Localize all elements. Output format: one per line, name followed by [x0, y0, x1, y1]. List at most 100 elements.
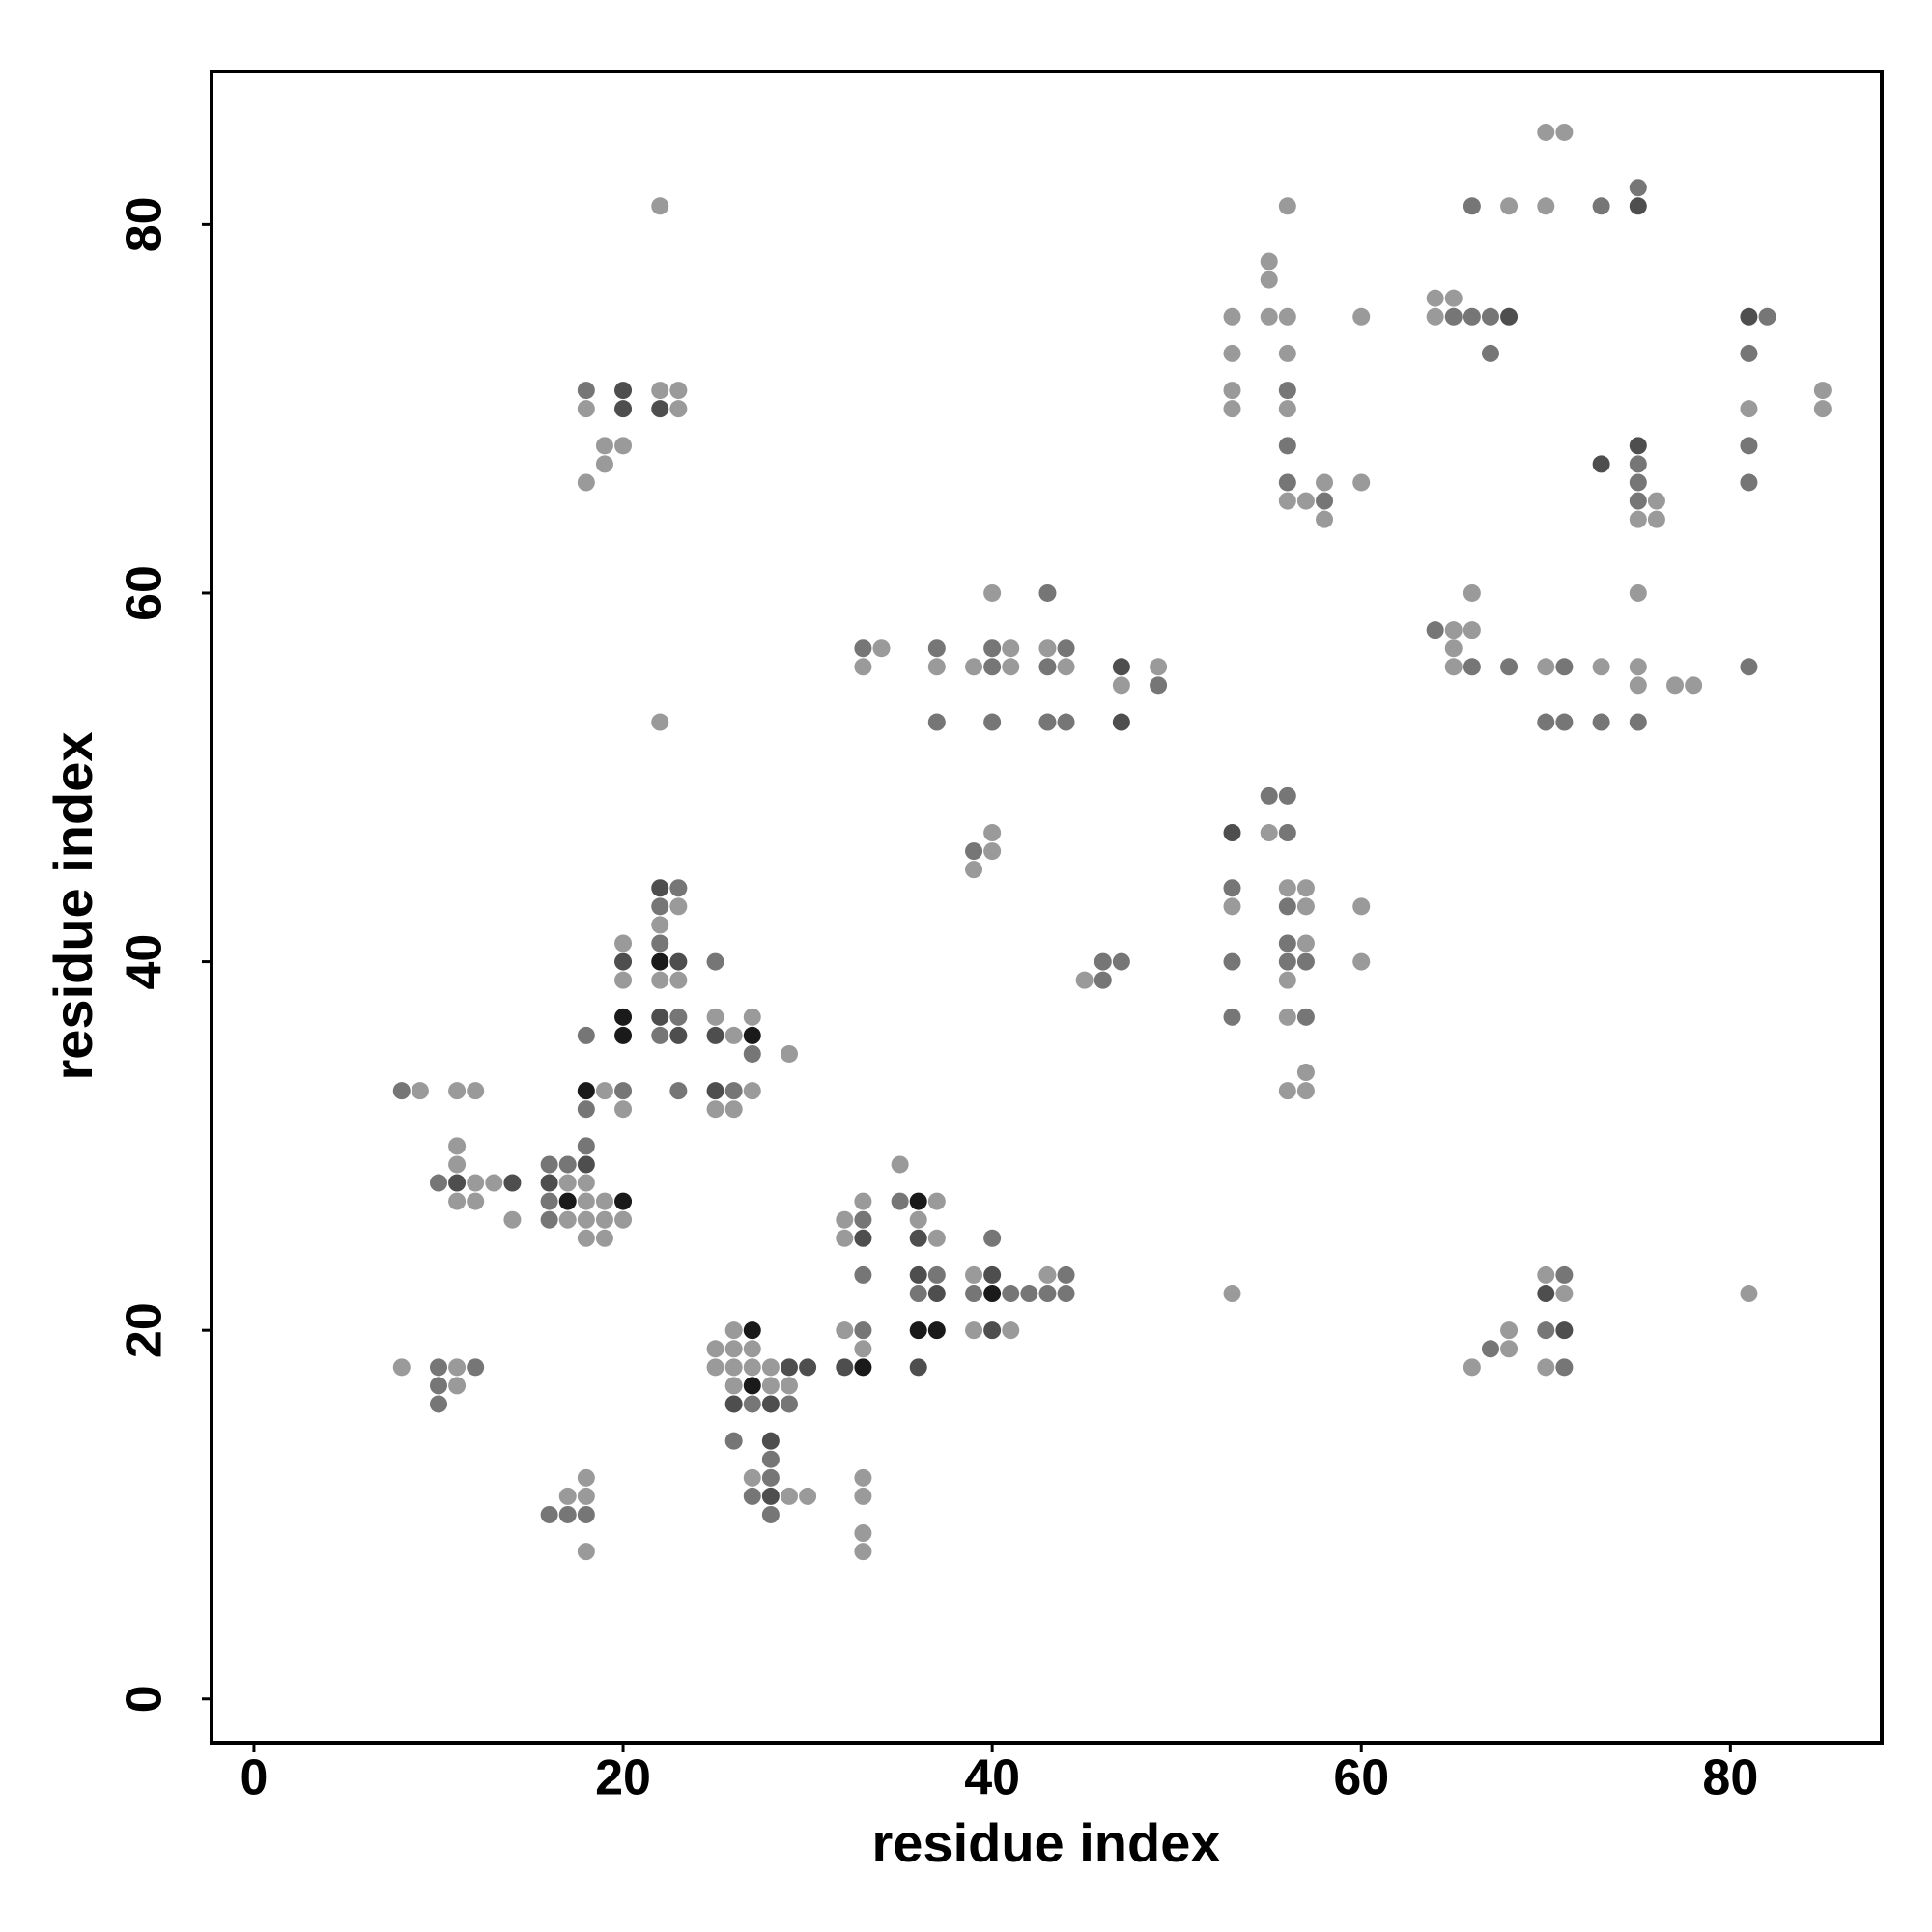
point	[1537, 123, 1555, 141]
point	[854, 1340, 872, 1358]
point	[1592, 455, 1610, 473]
point	[577, 1174, 595, 1192]
point	[651, 1026, 669, 1044]
point	[706, 1358, 724, 1377]
y-tick-label: 40	[117, 934, 173, 990]
point	[927, 1265, 946, 1284]
point	[706, 1082, 724, 1100]
point	[1629, 676, 1647, 695]
point	[927, 1285, 946, 1303]
point	[1555, 123, 1574, 141]
point	[1463, 583, 1481, 602]
point	[761, 1505, 780, 1523]
point	[1481, 1340, 1499, 1358]
point	[577, 1155, 595, 1174]
point	[1296, 1082, 1315, 1100]
point	[761, 1358, 780, 1377]
point	[983, 639, 1002, 658]
point	[540, 1174, 558, 1192]
point	[1537, 197, 1555, 215]
point	[1500, 197, 1519, 215]
point	[429, 1395, 447, 1413]
point	[965, 658, 983, 676]
point	[1296, 1064, 1315, 1082]
point	[429, 1358, 447, 1377]
point	[614, 437, 633, 455]
point	[669, 1026, 688, 1044]
point	[891, 1155, 909, 1174]
point	[1020, 1285, 1038, 1303]
point	[1278, 971, 1296, 989]
point	[651, 879, 669, 897]
point	[651, 897, 669, 916]
point	[1740, 344, 1758, 362]
point	[1296, 492, 1315, 510]
point	[1223, 879, 1241, 897]
point	[614, 1082, 633, 1100]
point	[1316, 492, 1334, 510]
point	[448, 1192, 467, 1210]
point	[1094, 952, 1112, 971]
point	[1463, 197, 1481, 215]
point	[1537, 1265, 1555, 1284]
point	[614, 934, 633, 952]
point	[927, 658, 946, 676]
point	[927, 1192, 946, 1210]
point	[743, 1340, 761, 1358]
y-tick-label: 0	[117, 1685, 173, 1713]
point	[780, 1377, 798, 1395]
point	[1444, 289, 1463, 307]
point	[669, 382, 688, 400]
point	[1463, 658, 1481, 676]
point	[854, 1543, 872, 1561]
point	[1537, 658, 1555, 676]
point	[651, 400, 669, 418]
point	[1537, 1358, 1555, 1377]
point	[1112, 676, 1130, 695]
point	[706, 1100, 724, 1119]
point	[983, 1265, 1002, 1284]
point	[1278, 879, 1296, 897]
x-tick-label: 0	[240, 1750, 268, 1806]
point	[448, 1377, 467, 1395]
x-axis-title: residue index	[871, 1812, 1220, 1873]
point	[927, 1229, 946, 1247]
point	[577, 1487, 595, 1505]
point	[540, 1192, 558, 1210]
point	[392, 1082, 411, 1100]
point	[1352, 307, 1371, 326]
point	[1592, 713, 1610, 731]
point	[1057, 713, 1075, 731]
point	[1223, 1008, 1241, 1026]
point	[1112, 658, 1130, 676]
point	[1296, 952, 1315, 971]
point	[854, 1210, 872, 1229]
point	[614, 1210, 633, 1229]
point	[1444, 658, 1463, 676]
point	[761, 1432, 780, 1450]
point	[891, 1192, 909, 1210]
point	[577, 1229, 595, 1247]
point	[743, 1008, 761, 1026]
point	[1278, 934, 1296, 952]
point	[540, 1155, 558, 1174]
point	[503, 1174, 522, 1192]
point	[577, 1026, 595, 1044]
point	[1002, 1321, 1020, 1340]
point	[1352, 897, 1371, 916]
point	[411, 1082, 429, 1100]
point	[1278, 382, 1296, 400]
point	[1685, 676, 1703, 695]
point	[558, 1174, 577, 1192]
point	[595, 1082, 613, 1100]
point	[1352, 473, 1371, 492]
point	[1740, 437, 1758, 455]
point	[909, 1321, 927, 1340]
point	[651, 713, 669, 731]
point	[724, 1082, 743, 1100]
point	[1038, 658, 1057, 676]
point	[965, 1285, 983, 1303]
point	[1296, 897, 1315, 916]
point	[706, 952, 724, 971]
